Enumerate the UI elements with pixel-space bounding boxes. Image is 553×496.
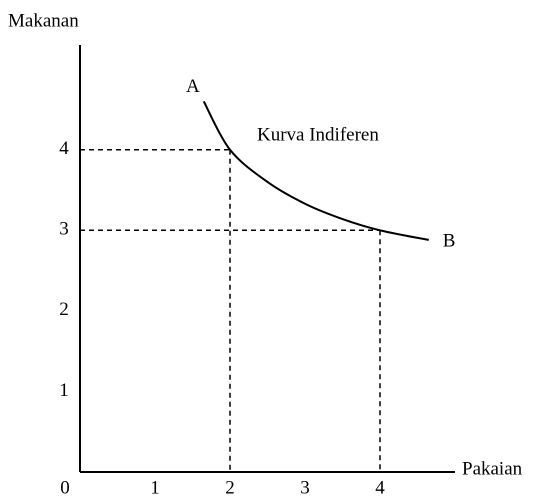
- x-tick-label: 0: [60, 477, 70, 496]
- x-axis-label: Pakaian: [462, 458, 523, 479]
- y-tick-label: 4: [59, 138, 69, 159]
- annotation: Kurva Indiferen: [257, 124, 379, 145]
- x-tick-label: 2: [225, 477, 235, 496]
- y-tick-label: 2: [59, 299, 69, 320]
- x-tick-label: 3: [300, 477, 310, 496]
- point-label: B: [443, 230, 456, 251]
- point-label: A: [186, 76, 200, 97]
- y-tick-label: 3: [59, 219, 69, 240]
- x-tick-label: 1: [150, 477, 160, 496]
- y-axis-label: Makanan: [8, 10, 79, 31]
- y-tick-label: 1: [59, 380, 69, 401]
- indifference-curve: [202, 100, 429, 241]
- x-tick-label: 4: [375, 477, 385, 496]
